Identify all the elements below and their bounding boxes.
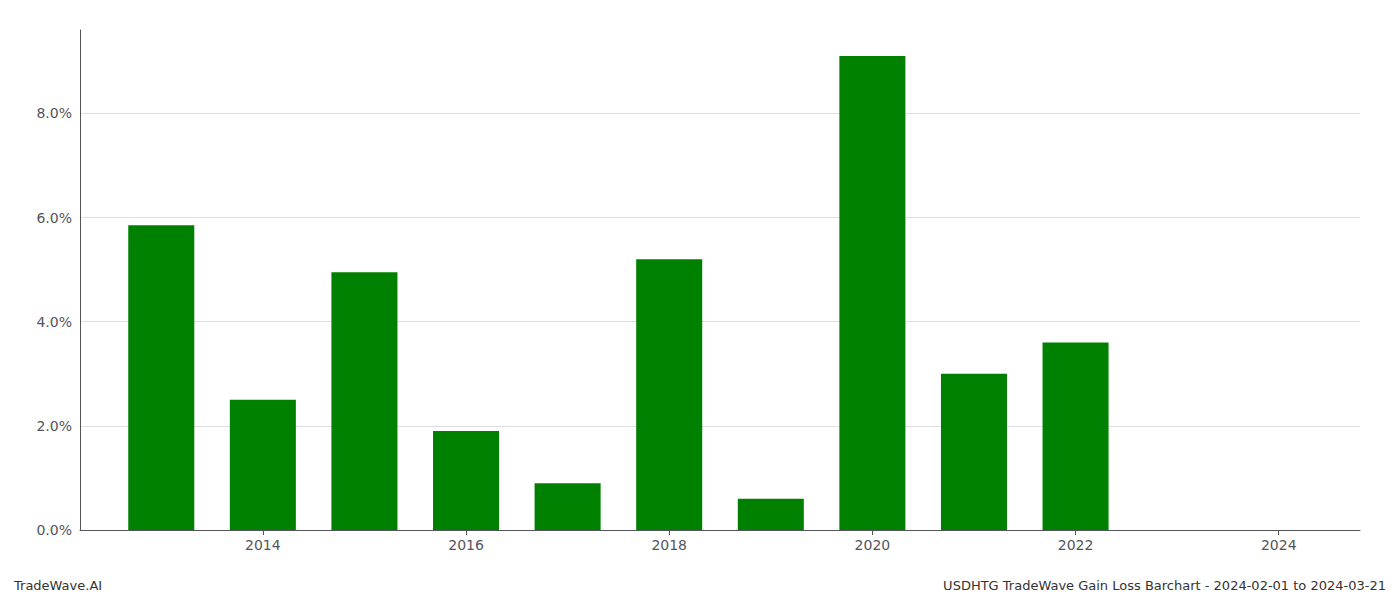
svg-text:2016: 2016: [448, 537, 484, 553]
svg-text:4.0%: 4.0%: [36, 314, 72, 330]
svg-text:2014: 2014: [245, 537, 281, 553]
svg-text:TradeWave.AI: TradeWave.AI: [13, 578, 102, 593]
svg-text:2018: 2018: [651, 537, 687, 553]
svg-text:2024: 2024: [1261, 537, 1297, 553]
svg-text:USDHTG TradeWave Gain Loss Bar: USDHTG TradeWave Gain Loss Barchart - 20…: [943, 578, 1386, 593]
svg-text:6.0%: 6.0%: [36, 210, 72, 226]
svg-text:8.0%: 8.0%: [36, 105, 72, 121]
svg-text:2022: 2022: [1058, 537, 1094, 553]
svg-text:0.0%: 0.0%: [36, 522, 72, 538]
svg-text:2020: 2020: [855, 537, 891, 553]
svg-text:2.0%: 2.0%: [36, 418, 72, 434]
